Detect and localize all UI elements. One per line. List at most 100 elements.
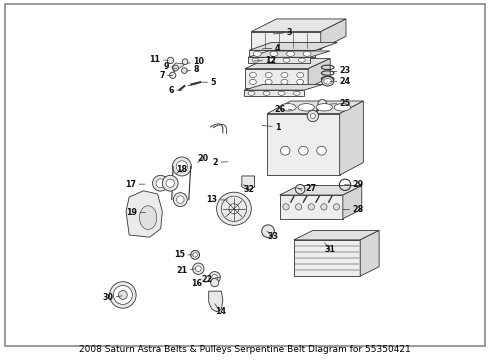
Ellipse shape [317,146,326,155]
Text: 31: 31 [324,243,336,254]
Text: 23: 23 [330,66,351,75]
Text: 16: 16 [191,279,210,288]
Text: 27: 27 [297,184,316,193]
Circle shape [310,113,316,118]
Polygon shape [248,51,330,57]
Ellipse shape [322,77,334,86]
Polygon shape [209,291,223,312]
Polygon shape [267,101,364,114]
Ellipse shape [248,91,255,95]
Text: 9: 9 [164,62,177,71]
Circle shape [156,179,165,188]
Circle shape [182,68,187,73]
Text: 15: 15 [174,250,193,259]
Text: 4: 4 [262,44,280,53]
Ellipse shape [293,91,300,95]
Ellipse shape [280,146,290,155]
Ellipse shape [217,192,251,225]
Ellipse shape [334,104,351,111]
Circle shape [211,279,219,287]
Ellipse shape [321,204,327,210]
Ellipse shape [270,51,278,57]
Ellipse shape [287,51,294,57]
Ellipse shape [308,204,315,210]
Circle shape [193,263,204,274]
Polygon shape [308,59,330,87]
Circle shape [173,193,187,207]
Ellipse shape [140,206,157,229]
Text: 29: 29 [344,180,364,189]
Circle shape [162,175,178,191]
Ellipse shape [283,58,290,62]
Polygon shape [244,90,304,96]
Polygon shape [251,19,346,32]
Ellipse shape [316,104,333,111]
Polygon shape [340,101,364,175]
Ellipse shape [252,58,259,62]
Text: 1: 1 [262,122,280,131]
Text: 20: 20 [197,154,209,163]
Ellipse shape [249,72,256,77]
Ellipse shape [280,104,296,111]
Text: 14: 14 [215,304,226,315]
Circle shape [229,204,239,214]
Polygon shape [244,85,323,90]
Polygon shape [249,42,338,50]
Text: 18: 18 [176,165,188,174]
Ellipse shape [253,51,261,57]
Circle shape [209,271,220,283]
Ellipse shape [283,204,289,210]
Ellipse shape [298,146,308,155]
Ellipse shape [278,91,285,95]
Ellipse shape [297,72,304,77]
Polygon shape [280,195,343,219]
Text: 3: 3 [273,28,292,37]
Polygon shape [360,230,379,276]
Ellipse shape [265,72,272,77]
Polygon shape [321,19,346,49]
Circle shape [212,274,218,280]
Text: 7: 7 [159,71,172,80]
Circle shape [172,157,192,176]
Text: 25: 25 [330,99,351,108]
Polygon shape [343,186,362,219]
Text: 10: 10 [187,57,204,66]
Circle shape [119,291,127,300]
Polygon shape [126,191,162,237]
Circle shape [170,72,176,78]
Text: 28: 28 [343,205,364,214]
Ellipse shape [297,80,304,85]
Text: 22: 22 [201,275,220,284]
Polygon shape [242,176,254,190]
Circle shape [196,266,201,271]
Ellipse shape [333,204,340,210]
Text: 2008 Saturn Astra Belts & Pulleys Serpentine Belt Diagram for 55350421: 2008 Saturn Astra Belts & Pulleys Serpen… [79,345,411,354]
Text: 19: 19 [126,208,146,217]
Polygon shape [294,240,360,276]
Circle shape [176,196,184,203]
Text: 21: 21 [176,266,196,275]
Ellipse shape [303,51,311,57]
Circle shape [182,59,188,64]
Polygon shape [249,50,316,57]
Ellipse shape [281,72,288,77]
Circle shape [168,57,173,64]
Polygon shape [251,32,321,49]
Circle shape [262,225,274,238]
Text: 26: 26 [274,105,292,114]
Ellipse shape [263,91,270,95]
Text: 24: 24 [330,77,351,86]
Ellipse shape [298,58,305,62]
Ellipse shape [295,204,302,210]
Circle shape [191,251,199,259]
Polygon shape [172,63,184,72]
Text: 30: 30 [102,293,122,302]
Text: 13: 13 [207,195,228,204]
Text: 8: 8 [186,65,199,74]
Circle shape [110,282,136,308]
Polygon shape [267,114,340,175]
Text: 33: 33 [267,231,278,241]
Polygon shape [280,186,362,195]
Circle shape [307,110,318,122]
Polygon shape [294,230,379,240]
